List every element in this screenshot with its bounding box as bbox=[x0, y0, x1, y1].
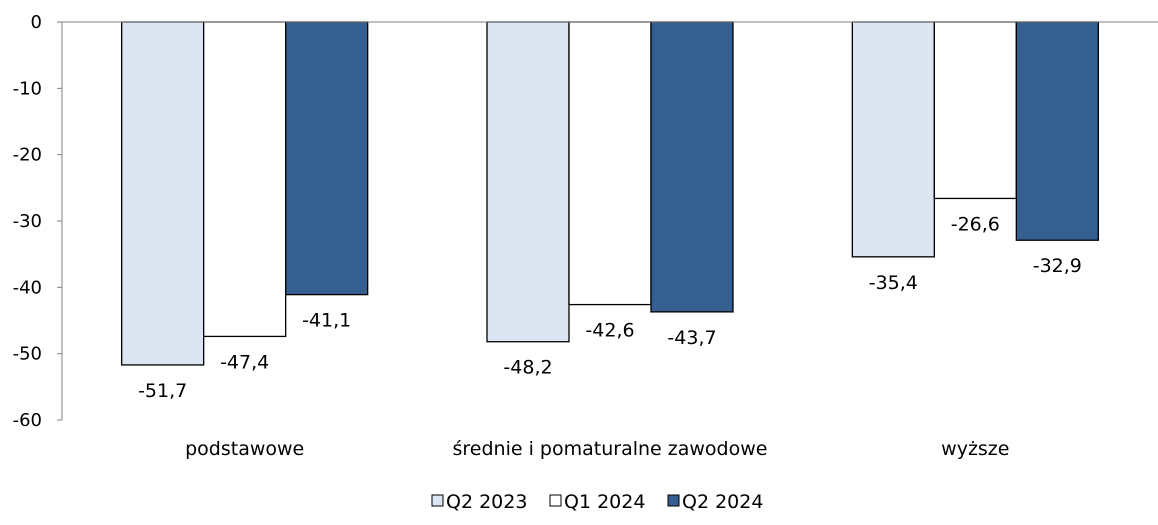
x-category-label: podstawowe bbox=[185, 438, 304, 460]
data-label: -51,7 bbox=[138, 380, 187, 402]
bar-q2-2024 bbox=[1015, 21, 1099, 241]
y-tick-label: -30 bbox=[13, 211, 42, 232]
y-tick-label: 0 bbox=[31, 12, 42, 33]
y-tick-label: -40 bbox=[13, 277, 42, 298]
y-tick-label: -60 bbox=[13, 410, 42, 431]
bar-q2-2023 bbox=[121, 21, 205, 366]
legend-swatch bbox=[431, 494, 444, 507]
bar-q1-2024 bbox=[203, 21, 287, 338]
data-label: -41,1 bbox=[302, 310, 351, 332]
data-label: -26,6 bbox=[951, 213, 1000, 235]
legend-swatch bbox=[667, 494, 680, 507]
bar-q2-2024 bbox=[650, 21, 734, 313]
bar-q2-2023 bbox=[486, 21, 570, 343]
y-tick-label: -50 bbox=[13, 344, 42, 365]
x-category-label: wyższe bbox=[941, 438, 1009, 460]
data-label: -32,9 bbox=[1033, 255, 1082, 277]
data-label: -42,6 bbox=[585, 320, 634, 342]
bar-q1-2024 bbox=[933, 21, 1017, 200]
x-category-label: średnie i pomaturalne zawodowe bbox=[453, 438, 768, 460]
bar-q2-2024 bbox=[285, 21, 369, 296]
data-label: -35,4 bbox=[869, 272, 918, 294]
y-tick-label: -10 bbox=[13, 78, 42, 99]
legend-label: Q2 2023 bbox=[446, 491, 527, 513]
bar-q1-2024 bbox=[568, 21, 652, 306]
data-label: -47,4 bbox=[220, 351, 269, 373]
legend-label: Q2 2024 bbox=[682, 491, 763, 513]
bar-q2-2023 bbox=[851, 21, 935, 258]
data-label: -43,7 bbox=[667, 327, 716, 349]
legend-swatch bbox=[549, 494, 562, 507]
legend-label: Q1 2024 bbox=[564, 491, 645, 513]
y-tick-label: -20 bbox=[13, 145, 42, 166]
data-label: -48,2 bbox=[503, 357, 552, 379]
